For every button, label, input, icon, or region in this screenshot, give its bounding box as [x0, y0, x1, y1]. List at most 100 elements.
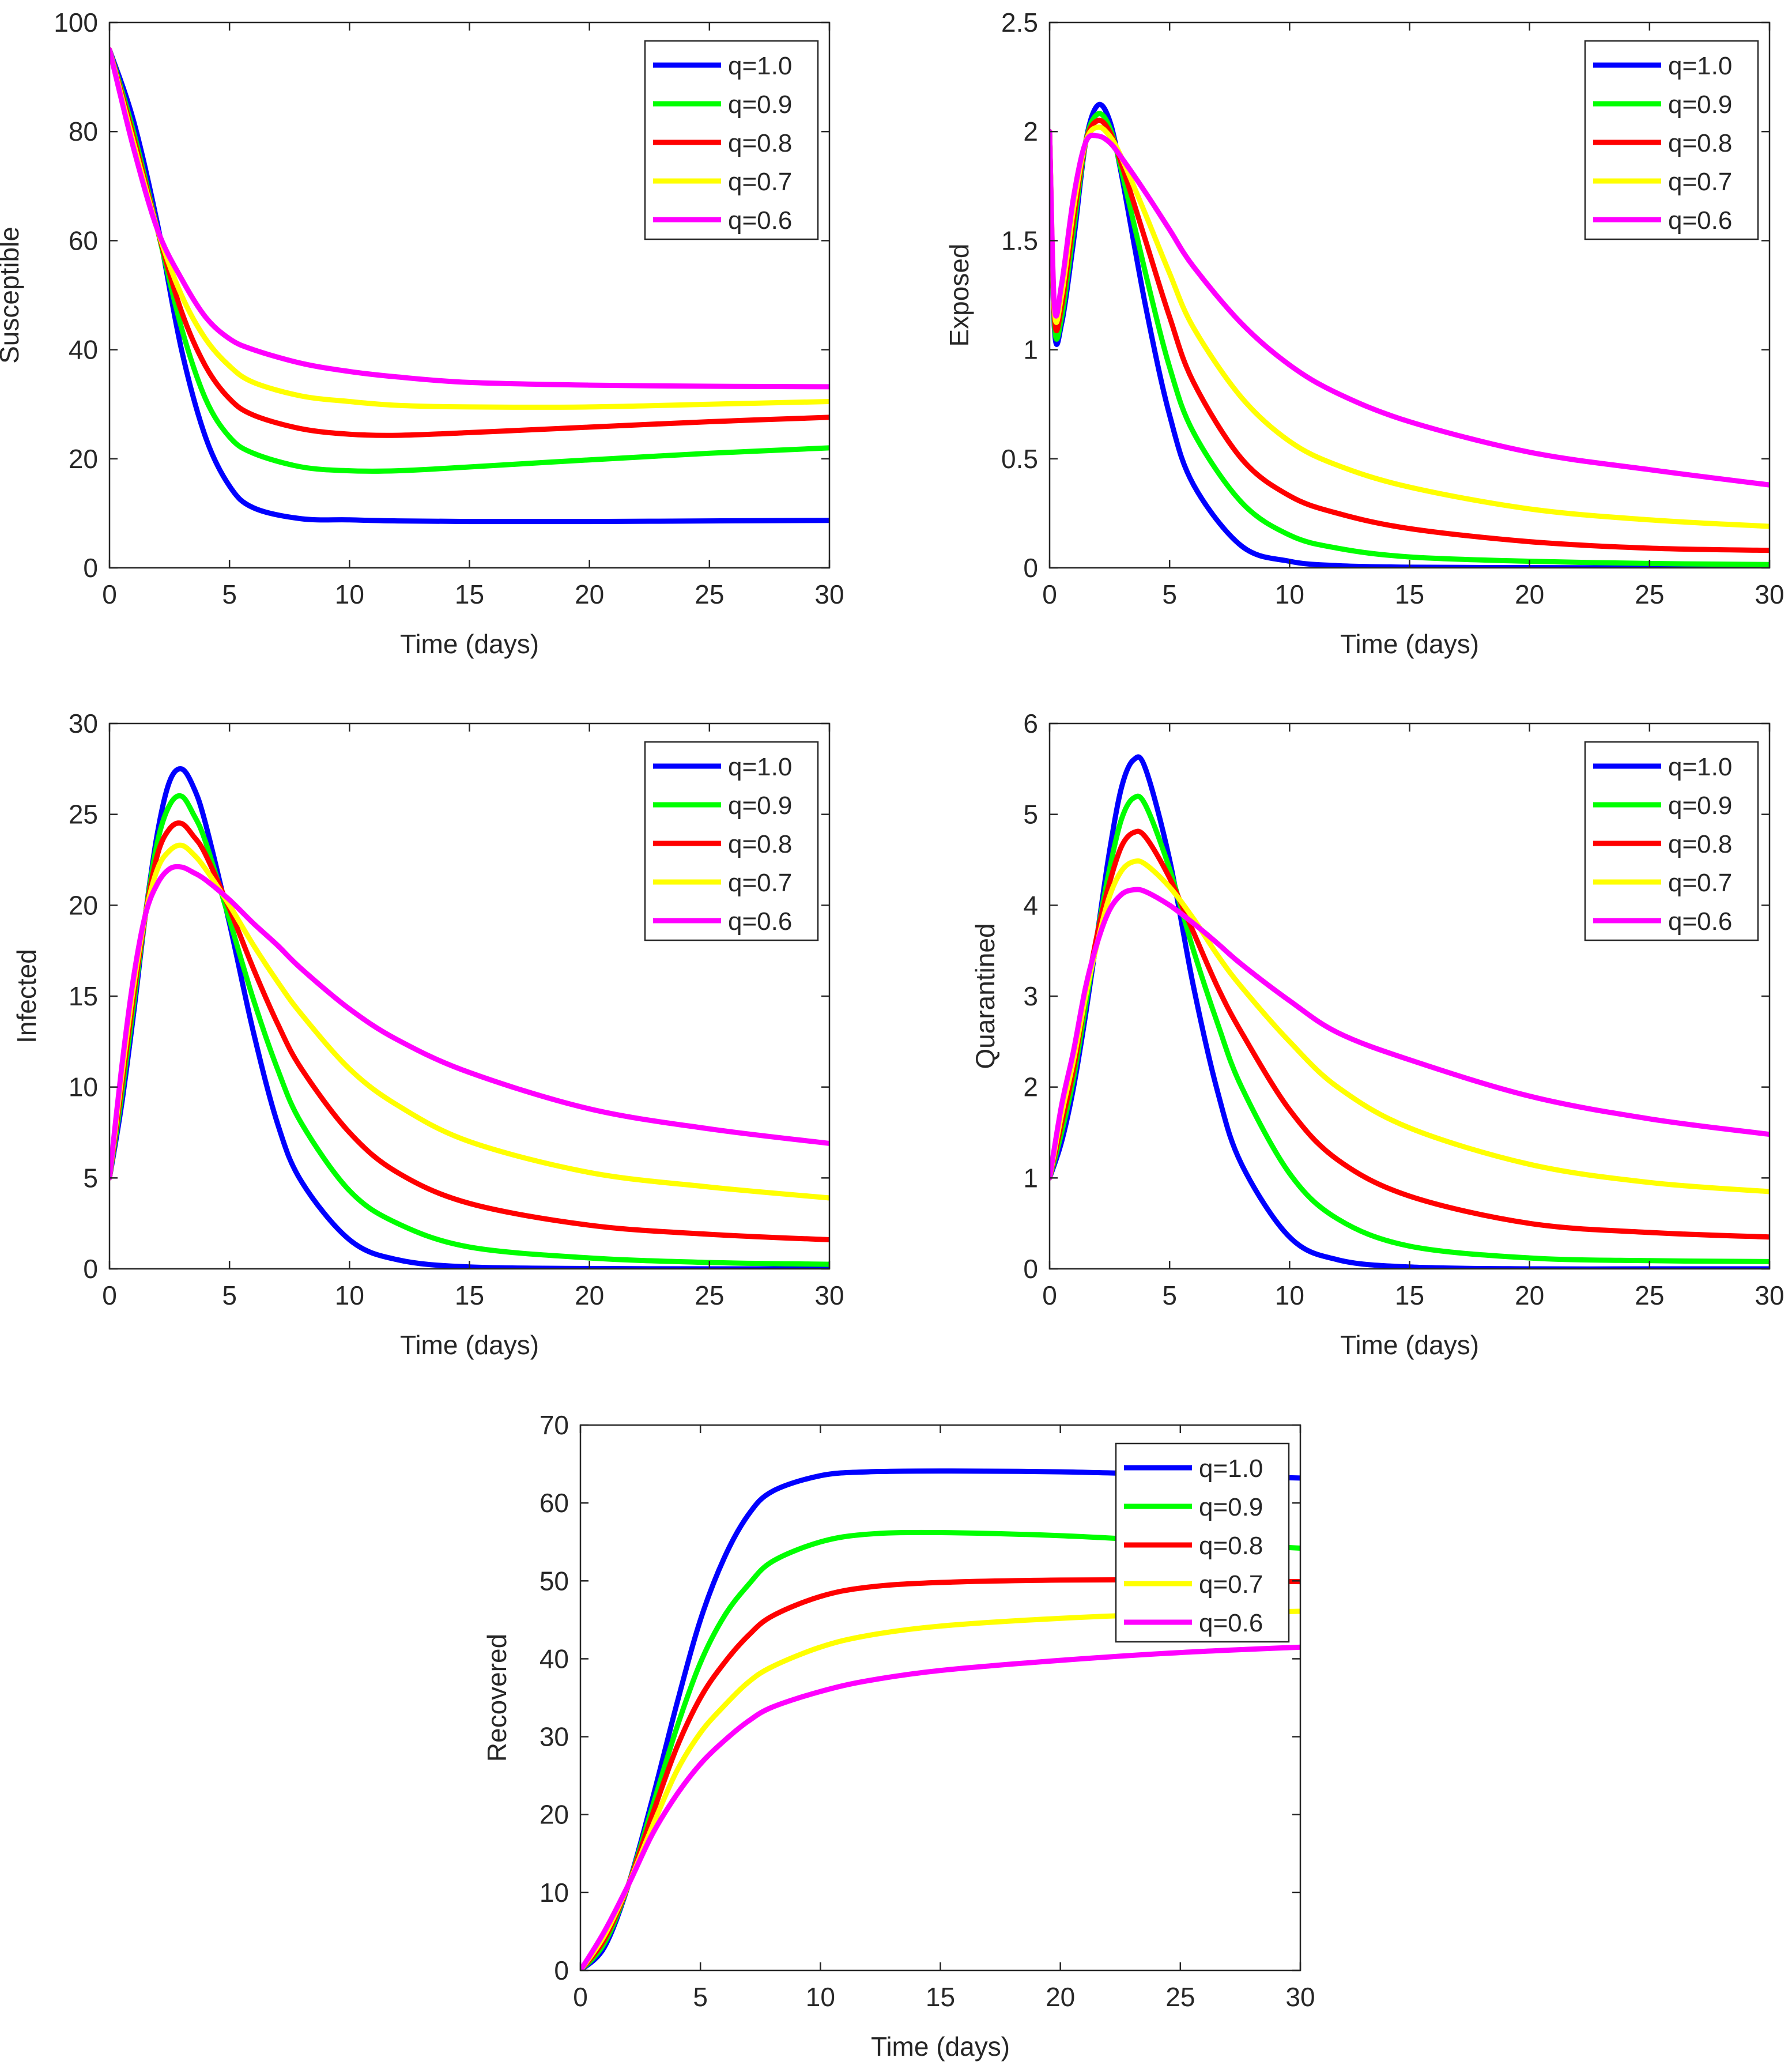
- legend-label: q=1.0: [728, 52, 792, 80]
- x-tick-label: 10: [1275, 1280, 1304, 1310]
- y-tick-label: 4: [1023, 890, 1038, 920]
- y-tick-label: 40: [540, 1644, 569, 1674]
- panel-recovered: Time (days) Recovered 0 5 10 15 20 25 30 0 10 20 3…: [482, 1410, 1315, 2062]
- panel-exposed: Time (days) Exposed 0 5 10 15 20 25 30 0 0.5 1 1.5…: [944, 7, 1785, 659]
- legend-label: q=0.7: [1199, 1570, 1263, 1599]
- x-tick-label: 20: [575, 579, 604, 609]
- legend-label: q=0.9: [728, 91, 792, 119]
- y-tick-label: 5: [1023, 800, 1038, 830]
- y-tick-label: 30: [540, 1722, 569, 1752]
- yaxis-label: Infected: [12, 949, 42, 1043]
- xaxis-label: Time (days): [871, 2032, 1010, 2062]
- legend-label: q=0.6: [728, 907, 792, 936]
- panel-susceptible: Time (days) Susceptible 0 5 10 15 20 25 30 0 20 4…: [0, 7, 844, 659]
- x-tick-label: 30: [1755, 1280, 1784, 1310]
- legend-label: q=0.6: [1199, 1609, 1263, 1637]
- y-tick-label: 15: [69, 981, 98, 1011]
- legend-label: q=0.6: [1668, 206, 1732, 235]
- legend-label: q=0.9: [728, 792, 792, 820]
- x-tick-label: 15: [1395, 1280, 1424, 1310]
- y-tick-label: 0: [554, 1955, 569, 1985]
- legend-label: q=0.8: [1199, 1532, 1263, 1560]
- x-tick-label: 10: [1275, 579, 1304, 609]
- legend-label: q=0.8: [728, 129, 792, 157]
- legend: q=1.0 q=0.9 q=0.8 q=0.7 q=0.6: [644, 741, 819, 941]
- x-tick-label: 30: [1285, 1982, 1315, 2012]
- legend-label: q=0.9: [1668, 792, 1732, 820]
- x-tick-label: 15: [1395, 579, 1424, 609]
- series-line-q=0.6: [580, 1644, 1300, 1970]
- x-tick-label: 25: [1635, 1280, 1664, 1310]
- x-tick-label: 5: [1162, 579, 1177, 609]
- y-tick-label: 20: [69, 444, 98, 474]
- x-tick-label: 10: [335, 1280, 364, 1310]
- series-line-q=0.6: [110, 864, 829, 1181]
- y-tick-label: 60: [540, 1488, 569, 1518]
- legend-label: q=0.7: [728, 869, 792, 897]
- xaxis-label: Time (days): [1340, 1330, 1479, 1360]
- y-tick-label: 1: [1023, 1163, 1038, 1193]
- x-tick-label: 5: [1162, 1280, 1177, 1310]
- x-tick-label: 5: [693, 1982, 708, 2012]
- x-tick-label: 10: [806, 1982, 835, 2012]
- panel-infected: Time (days) Infected 0 5 10 15 20 25 30 0 5 10 15 2…: [12, 708, 844, 1360]
- legend-label: q=1.0: [728, 753, 792, 781]
- x-tick-label: 30: [814, 579, 844, 609]
- xaxis-label: Time (days): [400, 1330, 539, 1360]
- legend-label: q=0.7: [1668, 869, 1732, 897]
- legend-label: q=0.6: [728, 206, 792, 235]
- series-line-q=0.6: [1050, 129, 1770, 488]
- y-tick-label: 0.5: [1001, 444, 1038, 474]
- y-tick-label: 2.5: [1001, 7, 1038, 37]
- y-tick-label: 20: [69, 890, 98, 920]
- x-tick-label: 20: [1515, 1280, 1544, 1310]
- x-tick-label: 15: [455, 579, 484, 609]
- y-tick-label: 25: [69, 800, 98, 830]
- y-tick-label: 100: [54, 7, 98, 37]
- yaxis-label: Quarantined: [970, 923, 1000, 1069]
- legend-label: q=0.9: [1668, 91, 1732, 119]
- x-tick-label: 15: [455, 1280, 484, 1310]
- x-tick-label: 25: [1165, 1982, 1195, 2012]
- x-tick-label: 30: [814, 1280, 844, 1310]
- y-tick-label: 10: [69, 1072, 98, 1102]
- y-tick-label: 80: [69, 116, 98, 146]
- legend: q=1.0 q=0.9 q=0.8 q=0.7 q=0.6: [1584, 40, 1759, 240]
- legend-label: q=1.0: [1199, 1454, 1263, 1483]
- x-tick-label: 30: [1755, 579, 1784, 609]
- y-tick-label: 5: [83, 1163, 98, 1193]
- y-tick-label: 1.5: [1001, 225, 1038, 255]
- y-tick-label: 6: [1023, 708, 1038, 738]
- y-tick-label: 1: [1023, 335, 1038, 365]
- x-tick-label: 20: [1515, 579, 1544, 609]
- y-tick-label: 2: [1023, 116, 1038, 146]
- y-tick-label: 20: [540, 1800, 569, 1830]
- legend-label: q=0.8: [728, 830, 792, 858]
- legend: q=1.0 q=0.9 q=0.8 q=0.7 q=0.6: [644, 40, 819, 240]
- x-tick-label: 0: [1042, 579, 1057, 609]
- y-tick-label: 0: [83, 553, 98, 583]
- x-tick-label: 25: [695, 1280, 724, 1310]
- x-tick-label: 20: [575, 1280, 604, 1310]
- legend-label: q=0.8: [1668, 129, 1732, 157]
- legend-label: q=1.0: [1668, 753, 1732, 781]
- x-tick-label: 15: [926, 1982, 955, 2012]
- y-tick-label: 2: [1023, 1072, 1038, 1102]
- x-tick-label: 0: [102, 1280, 117, 1310]
- y-tick-label: 70: [540, 1410, 569, 1440]
- yaxis-label: Exposed: [944, 243, 974, 346]
- series-line-q=0.6: [1050, 887, 1770, 1181]
- y-tick-label: 30: [69, 708, 98, 738]
- legend-label: q=0.7: [728, 168, 792, 196]
- y-tick-label: 40: [69, 335, 98, 365]
- legend: q=1.0 q=0.9 q=0.8 q=0.7 q=0.6: [1115, 1442, 1290, 1643]
- y-tick-label: 0: [1023, 553, 1038, 583]
- legend-label: q=0.6: [1668, 907, 1732, 936]
- xaxis-label: Time (days): [400, 629, 539, 659]
- x-tick-label: 10: [335, 579, 364, 609]
- x-tick-label: 5: [222, 579, 237, 609]
- legend-label: q=1.0: [1668, 52, 1732, 80]
- y-tick-label: 60: [69, 225, 98, 255]
- legend-label: q=0.8: [1668, 830, 1732, 858]
